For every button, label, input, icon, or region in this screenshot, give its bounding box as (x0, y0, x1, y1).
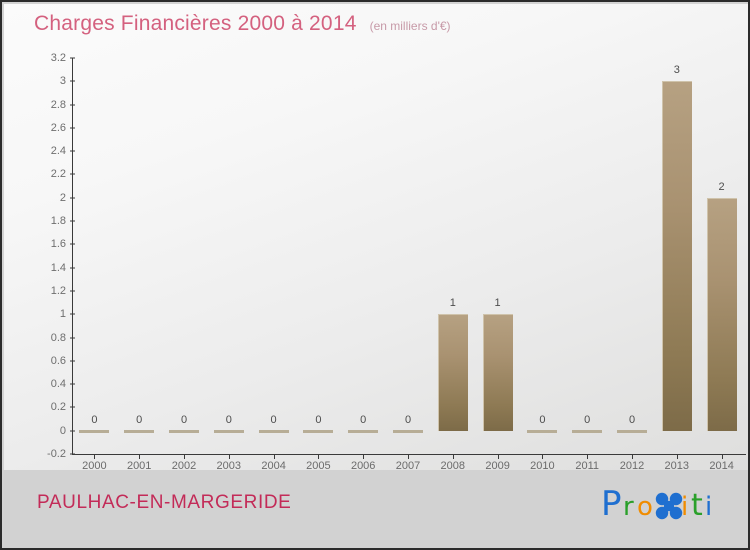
x-axis-tick-mark (498, 454, 499, 459)
y-axis-tick-marks (70, 4, 76, 470)
bar[interactable] (572, 429, 603, 433)
y-axis-tick-label: 2 (59, 191, 66, 204)
bar[interactable] (348, 429, 379, 433)
chart-units-label: (en milliers d'€) (369, 19, 451, 33)
y-axis-tick-label: -0.2 (47, 448, 66, 460)
bar-value-label: 0 (628, 413, 636, 426)
x-axis-tick-mark (139, 454, 140, 459)
x-axis-tick-label: 2011 (575, 460, 600, 472)
bar-value-label: 0 (315, 413, 322, 426)
x-axis-tick-label: 2006 (350, 460, 376, 472)
y-axis-tick-label: 0.8 (50, 331, 66, 344)
commune-label: PAULHAC-EN-MARGERIDE (37, 492, 292, 513)
y-axis-tick-label: 0.6 (50, 354, 66, 367)
x-axis-tick-label: 2010 (530, 460, 555, 472)
chart-header: Charges Financières 2000 à 2014 (en mill… (34, 12, 451, 40)
bar[interactable] (661, 81, 692, 431)
bar[interactable] (258, 429, 289, 433)
x-axis-tick-mark (274, 454, 275, 459)
y-axis-tick-label: 2.6 (50, 121, 66, 134)
x-axis-tick-label: 2005 (306, 460, 331, 472)
y-axis-tick-label: 1.2 (50, 284, 66, 297)
bar-value-label: 1 (494, 297, 501, 310)
y-axis-tick-label: 1 (59, 308, 66, 321)
x-axis-tick-mark (677, 454, 678, 459)
y-axis-tick-label: 2.4 (50, 145, 66, 158)
x-axis-tick-label: 2014 (709, 460, 734, 472)
x-axis-tick-label: 2013 (664, 460, 690, 472)
x-axis-tick-mark (363, 454, 364, 459)
bar[interactable] (482, 314, 513, 431)
x-axis-tick-mark (542, 454, 543, 459)
x-axis-tick-label: 2007 (395, 460, 421, 472)
bar-value-label: 2 (718, 180, 725, 193)
bar[interactable] (617, 429, 647, 433)
y-axis-tick-label: 0.2 (50, 401, 66, 414)
y-axis-tick-label: 3.2 (50, 52, 66, 64)
bar-value-label: 0 (180, 413, 188, 426)
x-axis-tick-mark (587, 454, 588, 459)
bar-value-label: 3 (673, 64, 680, 77)
y-axis-tick-label: 3 (59, 75, 66, 88)
logo-letter-x-icon (655, 492, 683, 520)
x-axis-tick-label: 2009 (485, 460, 510, 472)
x-axis-tick-mark (184, 454, 185, 459)
bar-value-label: 0 (270, 413, 277, 426)
logo-letter: P (601, 484, 622, 524)
bar[interactable] (124, 429, 155, 433)
y-axis-tick-label: 1.4 (50, 261, 66, 274)
x-axis-tick-mark (453, 454, 454, 459)
x-axis-tick-mark (318, 454, 319, 459)
x-axis-tick-label: 2000 (82, 460, 107, 472)
x-axis-line (72, 454, 746, 455)
bar[interactable] (169, 429, 199, 433)
y-axis-line (72, 58, 73, 455)
x-axis-tick-mark (229, 454, 230, 459)
x-axis-tick-label: 2001 (126, 460, 152, 472)
bar-value-label: 0 (584, 413, 591, 426)
bar[interactable] (303, 429, 334, 433)
x-axis-tick-label: 2004 (261, 460, 286, 472)
x-axis-tick-mark (632, 454, 633, 459)
x-axis-tick-label: 2012 (619, 460, 645, 472)
bar-value-label: 0 (539, 413, 546, 426)
y-axis-tick-labels: 3.2 3 2.8 2.6 2.4 2.2 2 1.8 1.6 1.4 1.2 1 0.8 0.6 0.4 0… (4, 4, 66, 470)
y-axis-tick-label: 2.8 (50, 98, 66, 111)
y-axis-tick-label: 0 (59, 424, 66, 437)
logo-letter: i (681, 492, 688, 522)
logo-letter: i (705, 492, 712, 522)
y-axis-tick-label: 1.8 (50, 215, 66, 228)
bar-value-label: 0 (91, 413, 98, 426)
x-axis-tick-mark (94, 454, 95, 459)
bar-value-label: 0 (225, 413, 232, 426)
bar[interactable] (437, 314, 468, 431)
x-axis-tick-mark (408, 454, 409, 459)
x-axis-tick-label: 2008 (440, 460, 466, 472)
bar-value-label: 0 (404, 413, 412, 426)
bar[interactable] (527, 429, 558, 433)
page-title: Charges Financières 2000 à 2014 (34, 12, 357, 35)
bar-value-label: 0 (360, 413, 367, 426)
bar[interactable] (706, 197, 737, 431)
bar[interactable] (79, 429, 110, 433)
bar[interactable] (213, 429, 244, 433)
bar[interactable] (393, 429, 423, 433)
bar-value-label: 0 (136, 413, 143, 426)
logo-letter: o (637, 492, 653, 522)
x-axis-tick-label: 2003 (216, 460, 242, 472)
y-axis-tick-label: 2.2 (50, 168, 66, 181)
x-axis-tick-label: 2002 (171, 460, 197, 472)
logo-letter: r (623, 492, 634, 522)
y-axis-tick-label: 0.4 (50, 378, 66, 391)
logo-letter: t (691, 488, 703, 523)
y-axis-tick-label: 1.6 (50, 238, 66, 251)
bar-value-label: 1 (449, 297, 456, 310)
chart-panel: Charges Financières 2000 à 2014 (en mill… (4, 4, 748, 472)
x-axis-tick-mark (722, 454, 723, 459)
